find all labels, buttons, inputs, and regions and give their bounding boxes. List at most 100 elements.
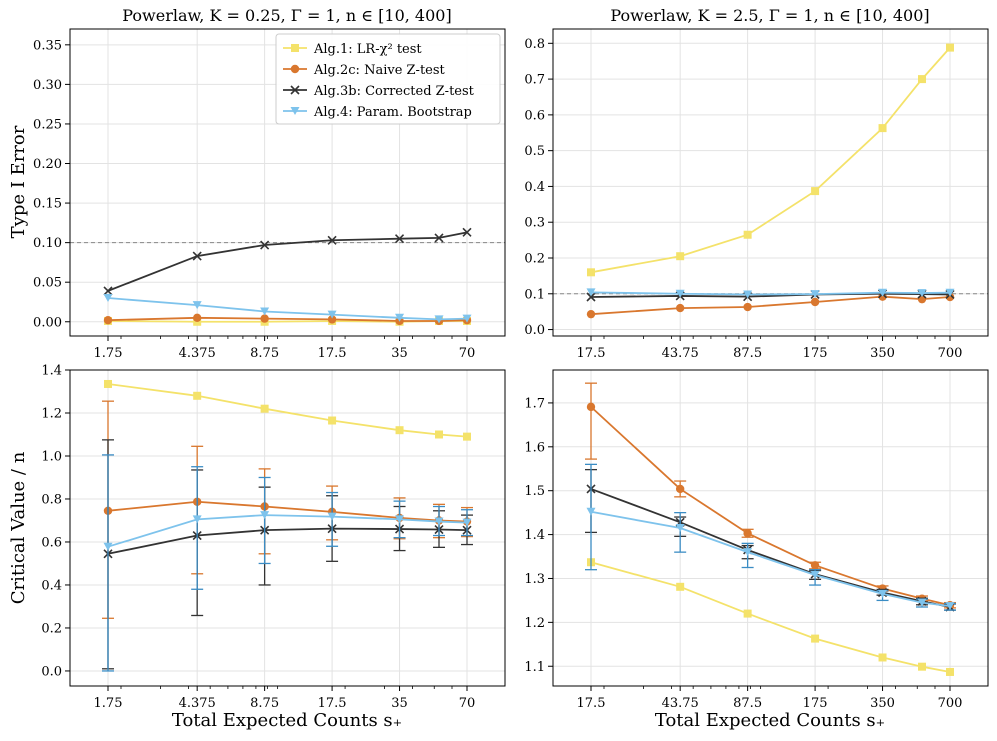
ylabel-bottom: Critical Value / n (8, 451, 29, 604)
ylabel-top: Type I Error (8, 125, 29, 238)
legend-marker-square (291, 44, 299, 52)
legend-label-alg2c: Alg.2c: Naive Z-test (313, 63, 446, 78)
point-alg1 (193, 391, 202, 400)
xtick-label: 70 (459, 696, 476, 711)
series-alg3b (103, 227, 472, 296)
point-alg2c (743, 302, 752, 312)
legend-marker-triangle (290, 107, 300, 115)
ytick-label: 0.6 (524, 108, 545, 123)
xtick-label: 175 (803, 696, 828, 711)
ytick-label: 0.0 (41, 664, 62, 679)
point-alg3b (192, 251, 202, 261)
xtick-label: 1.75 (94, 346, 123, 361)
xtick-label: 8.75 (250, 696, 279, 711)
point-alg4 (675, 524, 685, 532)
ytick-label: 1.2 (524, 616, 545, 631)
point-alg4 (395, 313, 405, 322)
xlabel-bottom-left: Total Expected Counts s₊ (172, 710, 402, 731)
ytick-label: 0.4 (524, 180, 545, 195)
ytick-label: 0.1 (524, 287, 545, 302)
ytick-label: 0.8 (524, 37, 545, 52)
point-alg3b (103, 286, 113, 296)
series-alg1 (104, 379, 471, 441)
point-alg1 (918, 75, 927, 84)
series-alg2c (103, 313, 472, 326)
ytick-label: 1.0 (41, 449, 62, 464)
point-alg1 (878, 124, 887, 133)
point-alg4 (743, 548, 753, 557)
point-alg4 (462, 314, 472, 323)
xtick-label: 17.5 (577, 696, 606, 711)
xtick-label: 43.75 (662, 696, 699, 711)
point-alg2c (586, 402, 596, 412)
ytick-label: 0.5 (524, 144, 545, 159)
point-alg4 (103, 294, 113, 303)
xtick-label: 87.5 (733, 696, 762, 711)
legend-frame (275, 33, 501, 125)
point-alg4 (260, 511, 270, 520)
xtick-label: 70 (459, 346, 476, 361)
ytick-label: 1.5 (524, 484, 545, 499)
point-alg3b (462, 227, 472, 237)
point-alg2c (192, 313, 202, 323)
panel-bottom-left: Total Expected Counts s₊ 0.0 0.2 0.4 0.6 0.8… (41, 364, 506, 731)
point-alg1 (676, 582, 685, 591)
point-alg4 (103, 542, 113, 551)
point-alg2c (810, 297, 820, 307)
series-alg3b (586, 289, 955, 302)
ytick-label: 0.7 (524, 73, 545, 88)
ytick-label: 0.6 (41, 535, 62, 550)
point-alg1 (435, 430, 444, 439)
ytick-label: 0.05 (33, 276, 62, 291)
series-alg1 (587, 558, 954, 676)
xtick-label: 17.5 (318, 346, 347, 361)
point-alg2c (810, 561, 820, 570)
point-alg1 (946, 667, 954, 676)
point-alg4 (743, 290, 753, 299)
point-alg4 (434, 517, 444, 526)
point-alg1 (395, 426, 404, 435)
ytick-label: 1.4 (524, 528, 545, 543)
series-line-alg1 (107, 383, 468, 438)
xtick-label: 35 (391, 346, 408, 361)
legend-entry-alg1: Alg.1: LR-χ² test (283, 42, 422, 57)
point-alg1 (811, 634, 820, 643)
series-alg4 (103, 294, 472, 324)
series-alg4 (102, 454, 473, 672)
point-alg3b (260, 240, 270, 250)
series-line-alg2c (590, 406, 951, 607)
xlabel-bottom-right: Total Expected Counts s₊ (655, 710, 885, 731)
series-line-alg1 (590, 47, 951, 274)
point-alg4 (462, 518, 472, 527)
point-alg1 (328, 416, 337, 425)
point-alg1 (463, 432, 471, 441)
point-alg1 (878, 653, 887, 662)
panel-bottom-right: Total Expected Counts s₊ 1.1 1.2 1.3 1.4 1.5… (524, 369, 989, 731)
ytick-label: 0.2 (524, 251, 545, 266)
point-alg4 (192, 301, 202, 310)
xtick-label: 350 (870, 696, 895, 711)
point-alg4 (327, 310, 337, 319)
title-top-right: Powerlaw, K = 2.5, Γ = 1, n ∈ [10, 400] (610, 6, 929, 25)
point-alg4 (192, 515, 202, 524)
ytick-label: 1.3 (524, 572, 545, 587)
ytick-label: 0.00 (33, 315, 62, 330)
point-alg2c (675, 303, 685, 313)
legend-marker-circle (290, 64, 300, 74)
ytick-label: 0.0 (524, 323, 545, 338)
xtick-label: 700 (938, 346, 963, 361)
panel-top-right: Powerlaw, K = 2.5, Γ = 1, n ∈ [10, 400] … (524, 6, 989, 361)
point-alg4 (675, 289, 685, 298)
plot-frame-bottom-right (552, 369, 989, 687)
point-alg4 (878, 288, 888, 297)
point-alg1 (587, 268, 595, 277)
legend-entry-alg4: Alg.4: Param. Bootstrap (283, 105, 472, 120)
series-line-alg4 (107, 297, 468, 321)
legend: Alg.1: LR-χ² test Alg.2c: Naive Z-test A… (275, 33, 501, 125)
series-alg4 (585, 463, 956, 611)
point-alg4 (586, 288, 596, 297)
xtick-label: 1.75 (94, 696, 123, 711)
ytick-label: 1.4 (41, 364, 62, 379)
ytick-label: 0.35 (33, 38, 62, 53)
series-alg3b (102, 439, 473, 670)
